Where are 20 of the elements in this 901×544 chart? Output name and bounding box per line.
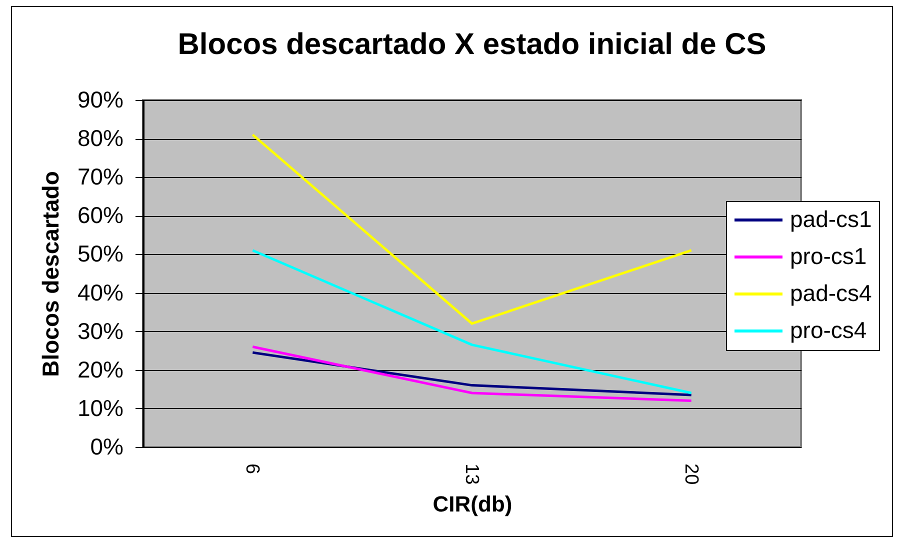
chart-title: Blocos descartado X estado inicial de CS [178,28,766,61]
y-tick-label: 40% [77,279,124,306]
y-tick-label: 70% [77,164,124,190]
y-tick-label: 50% [77,240,124,267]
y-axis-title: Blocos descartado [37,171,64,377]
y-tick-label: 20% [77,356,124,382]
y-tick-label: 10% [77,394,124,421]
legend-label: pad-cs4 [790,280,872,306]
x-tick-label: 20 [680,464,702,485]
x-tick-label: 6 [242,464,263,474]
y-tick-label: 80% [77,125,124,152]
y-tick-label: 90% [77,86,124,112]
legend-label: pro-cs4 [790,317,867,343]
y-tick-label: 30% [77,318,124,344]
legend-label: pad-cs1 [790,206,872,232]
x-axis-title: CIR(db) [432,492,512,517]
x-tick-label: 13 [461,464,482,485]
legend-label: pro-cs1 [790,243,867,269]
y-tick-label: 0% [90,434,124,460]
y-tick-label: 60% [77,202,124,228]
